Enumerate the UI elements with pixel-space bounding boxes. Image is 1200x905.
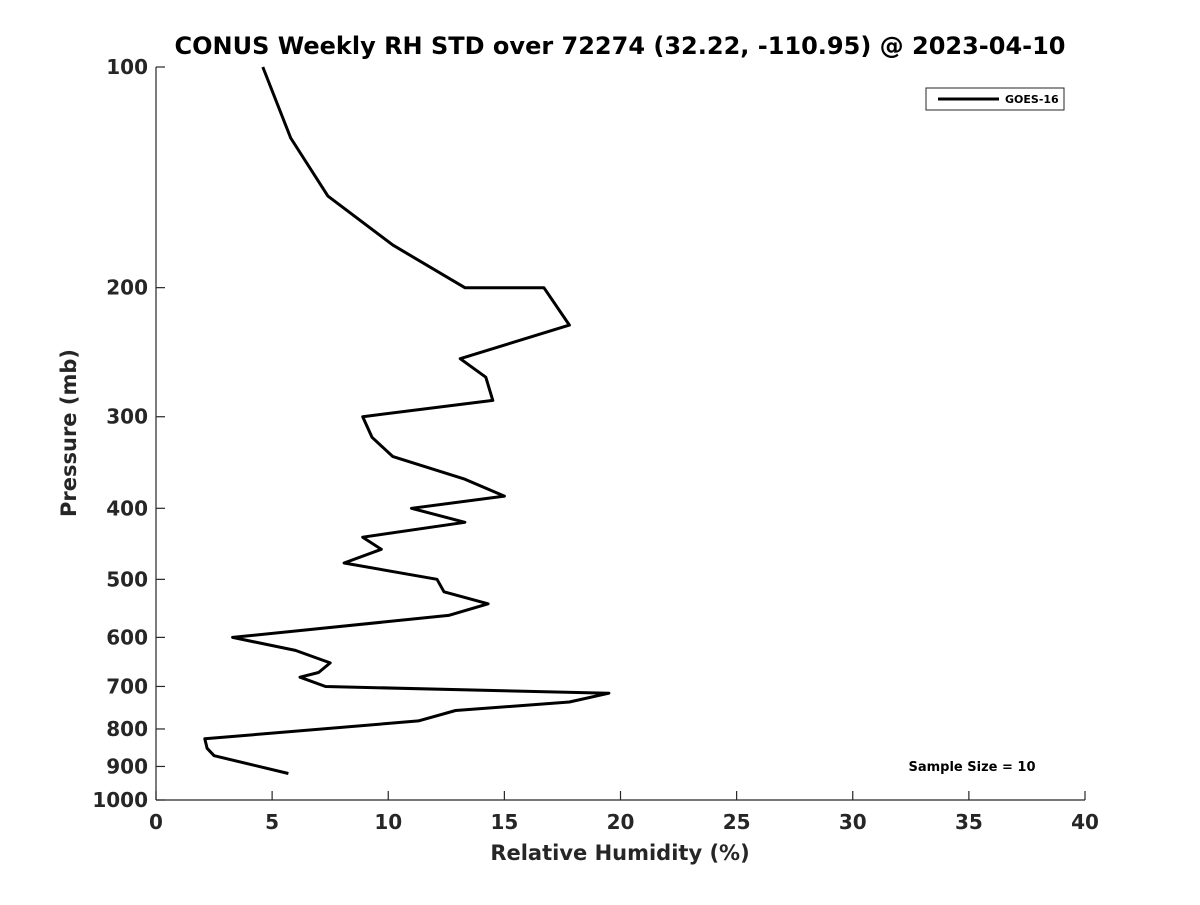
- legend-label-goes-16: GOES-16: [1005, 93, 1059, 106]
- x-tick-label: 5: [265, 810, 279, 834]
- chart-title: CONUS Weekly RH STD over 72274 (32.22, -…: [174, 32, 1065, 60]
- y-tick-label: 400: [106, 496, 148, 520]
- x-axis-label: Relative Humidity (%): [490, 841, 749, 865]
- y-tick-label: 200: [106, 276, 148, 300]
- y-tick-label: 900: [106, 754, 148, 778]
- y-tick-label: 600: [106, 625, 148, 649]
- y-axis-label: Pressure (mb): [57, 349, 81, 517]
- x-tick-label: 30: [839, 810, 867, 834]
- y-tick-label: 300: [106, 405, 148, 429]
- plot-area: 0 5 10 15 20 25 30 35 40 100 200 300 400 500 600 700 80…: [92, 55, 1099, 834]
- y-tick-label: 1000: [92, 788, 148, 812]
- x-tick-label: 0: [149, 810, 163, 834]
- plot-background: [156, 67, 1085, 800]
- x-tick-label: 40: [1071, 810, 1099, 834]
- y-tick-label: 500: [106, 567, 148, 591]
- sample-size-annotation: Sample Size = 10: [908, 760, 1035, 775]
- y-tick-label: 800: [106, 717, 148, 741]
- legend: GOES-16: [926, 88, 1064, 110]
- x-tick-label: 20: [607, 810, 635, 834]
- x-tick-label: 10: [374, 810, 402, 834]
- x-tick-label: 35: [955, 810, 983, 834]
- y-tick-label: 100: [106, 55, 148, 79]
- x-tick-label: 15: [490, 810, 518, 834]
- x-tick-label: 25: [723, 810, 751, 834]
- y-tick-label: 700: [106, 674, 148, 698]
- y-ticks: 100 200 300 400 500 600 700 800 900 1000: [92, 55, 165, 812]
